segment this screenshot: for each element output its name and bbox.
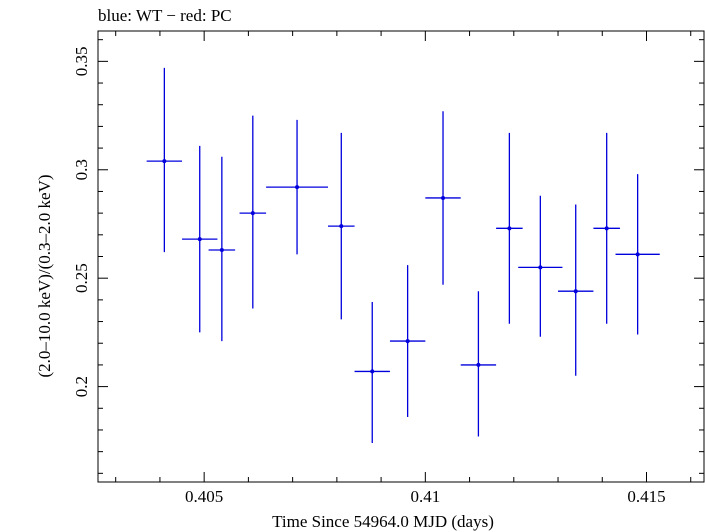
chart-title: blue: WT − red: PC [98,6,232,25]
axis-ticks [98,31,704,482]
point-marker [405,339,410,344]
data-point [558,204,594,376]
point-marker [339,224,344,229]
x-tick-label: 0.415 [627,487,665,506]
data-point [328,132,355,320]
x-tick-label: 0.41 [410,487,440,506]
point-marker [604,226,609,231]
data-point [425,111,461,285]
y-tick-labels: 0.2 0.25 0.3 0.35 [72,46,91,397]
point-marker [295,185,300,190]
y-tick-label: 0.25 [72,263,91,293]
data-point [593,132,620,324]
x-tick-labels: 0.405 0.41 0.415 [185,487,666,506]
y-tick-label: 0.2 [72,376,91,397]
point-marker [370,369,375,374]
point-marker [219,247,224,252]
point-marker [635,252,640,257]
y-tick-label: 0.35 [72,46,91,76]
point-marker [197,237,202,242]
data-point [460,291,497,437]
y-tick-label: 0.3 [72,159,91,180]
data-point [496,132,523,324]
data-point [239,115,267,309]
data-point [518,195,563,337]
point-marker [573,289,578,294]
data-point [389,265,426,417]
data-point [615,174,660,335]
point-marker [162,159,167,164]
data-point [146,67,183,253]
point-marker [441,195,446,200]
data-point [354,302,390,443]
point-marker [250,211,255,216]
data-points [146,67,660,443]
data-point [208,156,236,342]
data-point [182,145,218,333]
x-tick-label: 0.405 [185,487,223,506]
series-wt [146,67,660,443]
point-marker [476,362,481,367]
point-marker [538,265,543,270]
plot-frame [97,30,705,483]
point-marker [507,226,512,231]
y-axis-label: (2.0–10.0 keV)/(0.3–2.0 keV) [35,174,54,377]
data-point [266,119,329,255]
x-axis-label: Time Since 54964.0 MJD (days) [272,512,494,531]
